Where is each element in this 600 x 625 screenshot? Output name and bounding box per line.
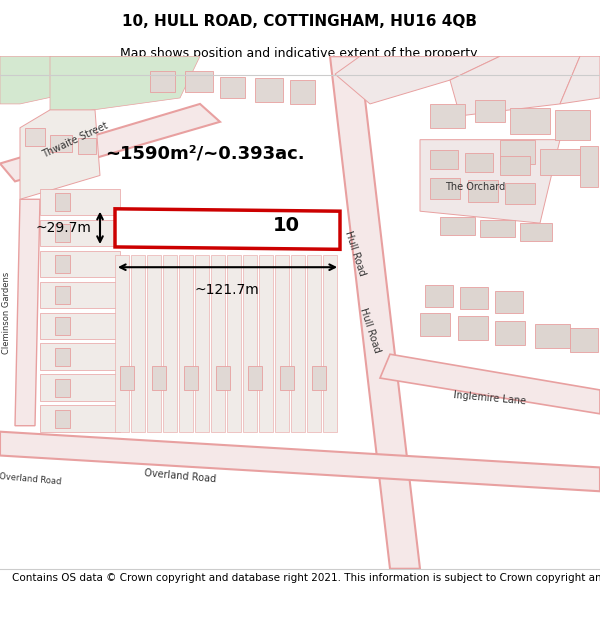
Bar bbox=[430, 178, 460, 199]
Text: ~29.7m: ~29.7m bbox=[35, 221, 91, 235]
Bar bbox=[468, 180, 498, 202]
Bar bbox=[425, 285, 453, 306]
Bar bbox=[40, 219, 120, 246]
Bar bbox=[55, 348, 70, 366]
Text: Inglemire Lane: Inglemire Lane bbox=[453, 390, 527, 406]
Bar bbox=[211, 255, 225, 432]
Bar bbox=[220, 76, 245, 98]
Bar bbox=[275, 255, 289, 432]
Polygon shape bbox=[0, 56, 150, 104]
Bar bbox=[312, 366, 326, 390]
Bar bbox=[535, 324, 570, 348]
Bar bbox=[25, 127, 45, 146]
Polygon shape bbox=[420, 139, 560, 223]
Text: The Orchard: The Orchard bbox=[445, 182, 505, 192]
Bar bbox=[540, 149, 580, 176]
Bar bbox=[227, 255, 241, 432]
Bar bbox=[55, 193, 70, 211]
Text: 10: 10 bbox=[273, 216, 300, 235]
Bar bbox=[495, 291, 523, 312]
Text: Overland Road: Overland Road bbox=[143, 468, 217, 484]
Polygon shape bbox=[560, 56, 600, 104]
Polygon shape bbox=[115, 209, 340, 249]
Bar bbox=[40, 374, 120, 401]
Bar bbox=[55, 410, 70, 428]
Bar bbox=[152, 366, 166, 390]
Bar bbox=[40, 251, 120, 277]
Bar bbox=[115, 255, 129, 432]
Bar bbox=[307, 255, 321, 432]
Bar bbox=[430, 104, 465, 127]
Bar bbox=[480, 219, 515, 238]
Bar bbox=[179, 255, 193, 432]
Polygon shape bbox=[50, 56, 200, 116]
Bar bbox=[243, 255, 257, 432]
Polygon shape bbox=[15, 199, 40, 426]
Text: Map shows position and indicative extent of the property.: Map shows position and indicative extent… bbox=[120, 48, 480, 61]
Bar bbox=[50, 135, 72, 152]
Bar bbox=[555, 110, 590, 139]
Bar bbox=[259, 255, 273, 432]
Bar bbox=[184, 366, 198, 390]
Bar bbox=[500, 139, 535, 164]
Bar bbox=[147, 255, 161, 432]
Bar bbox=[185, 71, 213, 92]
Bar bbox=[131, 255, 145, 432]
Bar bbox=[255, 78, 283, 101]
Polygon shape bbox=[0, 104, 220, 181]
Bar bbox=[520, 223, 552, 241]
Bar bbox=[475, 101, 505, 122]
Text: Overland Road: Overland Road bbox=[0, 472, 61, 486]
Bar bbox=[460, 288, 488, 309]
Bar bbox=[55, 286, 70, 304]
Bar bbox=[280, 366, 294, 390]
Bar bbox=[55, 255, 70, 273]
Polygon shape bbox=[380, 354, 600, 414]
Bar bbox=[55, 224, 70, 242]
Polygon shape bbox=[450, 56, 580, 116]
Text: Thwaite Street: Thwaite Street bbox=[40, 120, 110, 159]
Bar bbox=[500, 156, 530, 176]
Bar bbox=[195, 255, 209, 432]
Bar bbox=[420, 312, 450, 336]
Bar bbox=[163, 255, 177, 432]
Bar bbox=[40, 189, 120, 215]
Text: Hull Road: Hull Road bbox=[343, 229, 367, 277]
Bar bbox=[40, 281, 120, 308]
Text: Contains OS data © Crown copyright and database right 2021. This information is : Contains OS data © Crown copyright and d… bbox=[12, 573, 600, 583]
Bar bbox=[510, 107, 550, 134]
Polygon shape bbox=[20, 110, 100, 199]
Bar bbox=[150, 71, 175, 92]
Bar bbox=[120, 366, 134, 390]
Bar bbox=[55, 318, 70, 335]
Text: Cleminson Gardens: Cleminson Gardens bbox=[2, 271, 11, 354]
Polygon shape bbox=[0, 432, 600, 491]
Bar bbox=[290, 80, 315, 104]
Bar bbox=[570, 328, 598, 352]
Polygon shape bbox=[335, 56, 500, 104]
Bar bbox=[440, 217, 475, 235]
Bar bbox=[505, 182, 535, 204]
Text: 10, HULL ROAD, COTTINGHAM, HU16 4QB: 10, HULL ROAD, COTTINGHAM, HU16 4QB bbox=[122, 14, 478, 29]
Text: Hull Road: Hull Road bbox=[358, 307, 382, 354]
Polygon shape bbox=[330, 56, 420, 569]
Bar bbox=[78, 139, 96, 154]
Bar bbox=[248, 366, 262, 390]
Bar bbox=[40, 312, 120, 339]
Bar bbox=[458, 316, 488, 340]
Bar bbox=[323, 255, 337, 432]
Bar bbox=[291, 255, 305, 432]
Bar bbox=[430, 151, 458, 169]
Bar bbox=[216, 366, 230, 390]
Bar bbox=[55, 379, 70, 397]
Text: ~1590m²/~0.393ac.: ~1590m²/~0.393ac. bbox=[105, 145, 305, 163]
Bar bbox=[465, 152, 493, 172]
Bar bbox=[40, 406, 120, 432]
Bar bbox=[40, 344, 120, 370]
Bar bbox=[580, 146, 598, 188]
Bar bbox=[495, 321, 525, 344]
Text: ~121.7m: ~121.7m bbox=[194, 282, 259, 297]
